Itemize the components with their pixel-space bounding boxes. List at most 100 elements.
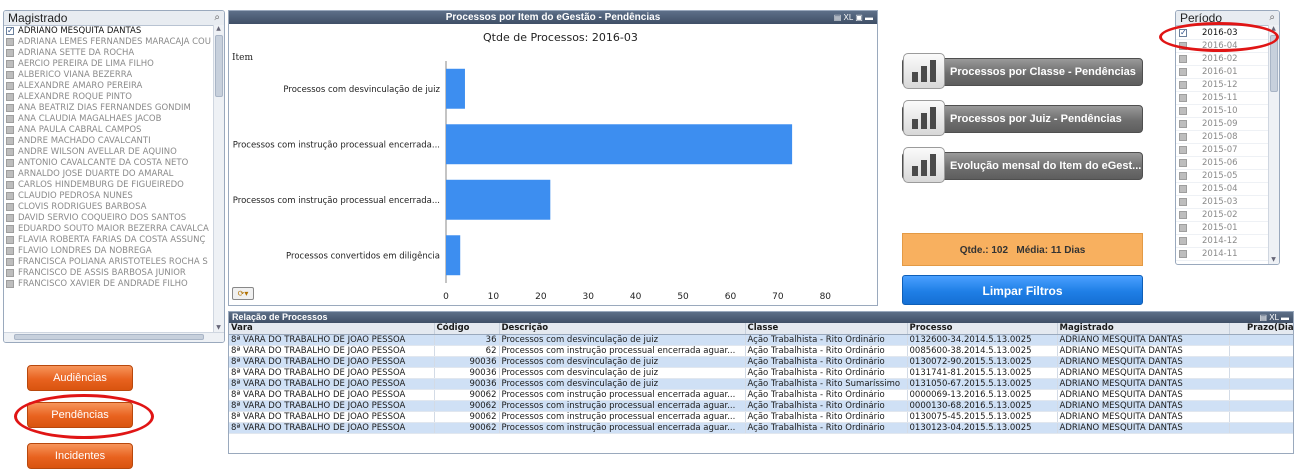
checkbox-icon[interactable]	[1179, 81, 1187, 89]
column-header[interactable]: Descrição	[499, 323, 746, 335]
checkbox-icon[interactable]	[6, 170, 14, 178]
checkbox-icon[interactable]	[1179, 146, 1187, 154]
list-item[interactable]: ANTONIO CAVALCANTE DA COSTA NETO	[4, 158, 214, 169]
list-item[interactable]: ANDRE WILSON AVELLAR DE AQUINO	[4, 147, 214, 158]
checkbox-icon[interactable]	[6, 225, 14, 233]
list-item[interactable]: 2015-06	[1176, 157, 1269, 170]
list-item[interactable]: ANA BEATRIZ DIAS FERNANDES GONDIM	[4, 103, 214, 114]
column-header[interactable]: Vara	[229, 323, 435, 335]
list-item[interactable]: 2015-12	[1176, 79, 1269, 92]
checkbox-icon[interactable]	[1179, 68, 1187, 76]
list-item[interactable]: 2016-02	[1176, 53, 1269, 66]
list-item[interactable]: EDUARDO SOUTO MAIOR BEZERRA CAVALCA	[4, 224, 214, 235]
checkbox-icon[interactable]	[1179, 224, 1187, 232]
chart-menu-icon[interactable]: ⟳▾	[232, 287, 254, 300]
table-row[interactable]: 8ª VARA DO TRABALHO DE JOÃO PESSOA 90036 P…	[229, 356, 1293, 368]
checkbox-icon[interactable]	[6, 126, 14, 134]
list-item[interactable]: FRANCISCO DE ASSIS BARBOSA JUNIOR	[4, 268, 214, 279]
table-row[interactable]: 8ª VARA DO TRABALHO DE JOÃO PESSOA 62 Proc…	[229, 345, 1293, 357]
column-header[interactable]: Magistrado	[1057, 323, 1230, 335]
report-button[interactable]: Evolução mensal do Item do eGest...	[902, 147, 1143, 183]
list-item[interactable]: ALEXANDRE ROQUE PINTO	[4, 92, 214, 103]
checkbox-icon[interactable]	[1179, 211, 1187, 219]
checkbox-icon[interactable]	[6, 104, 14, 112]
scroll-down-icon[interactable]: ▼	[1271, 256, 1276, 263]
scrollbar-thumb[interactable]	[14, 334, 204, 340]
checkbox-icon[interactable]	[6, 60, 14, 68]
checkbox-icon[interactable]	[6, 38, 14, 46]
window-controls[interactable]: ▤ XL ▬	[1259, 313, 1289, 322]
search-icon[interactable]: ⌕	[214, 12, 220, 23]
report-button[interactable]: Processos por Juiz - Pendências	[902, 100, 1143, 136]
checkbox-icon[interactable]	[1179, 55, 1187, 63]
list-item[interactable]: ARNALDO JOSE DUARTE DO AMARAL	[4, 169, 214, 180]
checkbox-icon[interactable]	[1179, 172, 1187, 180]
checkbox-icon[interactable]	[6, 280, 14, 288]
list-item[interactable]: ANA CLAUDIA MAGALHAES JACOB	[4, 114, 214, 125]
list-item[interactable]: 2015-10	[1176, 105, 1269, 118]
checkbox-icon[interactable]	[6, 214, 14, 222]
table-row[interactable]: 8ª VARA DO TRABALHO DE JOÃO PESSOA 90062 P…	[229, 400, 1293, 412]
list-item[interactable]: 2015-02	[1176, 209, 1269, 222]
checkbox-icon[interactable]	[1179, 120, 1187, 128]
checkbox-icon[interactable]	[6, 269, 14, 277]
list-item[interactable]: ALBERICO VIANA BEZERRA	[4, 70, 214, 81]
checkbox-icon[interactable]	[6, 82, 14, 90]
report-button[interactable]: Processos por Classe - Pendências	[902, 53, 1143, 89]
list-item[interactable]: FLAVIO LONDRES DA NOBREGA	[4, 246, 214, 257]
list-item[interactable]: FRANCISCO XAVIER DE ANDRADE FILHO	[4, 279, 214, 290]
checkbox-icon[interactable]	[6, 93, 14, 101]
list-item[interactable]: 2015-05	[1176, 170, 1269, 183]
list-item[interactable]: 2014-11	[1176, 248, 1269, 261]
periodo-vertical-scrollbar[interactable]: ▲ ▼	[1268, 25, 1279, 264]
scrollbar-thumb[interactable]	[215, 35, 223, 97]
list-item[interactable]: DAVID SERVIO COQUEIRO DOS SANTOS	[4, 213, 214, 224]
table-row[interactable]: 8ª VARA DO TRABALHO DE JOÃO PESSOA 90062 P…	[229, 411, 1293, 423]
list-item[interactable]: 2014-12	[1176, 235, 1269, 248]
checkbox-icon[interactable]	[1179, 198, 1187, 206]
list-item[interactable]: 2015-03	[1176, 196, 1269, 209]
clear-filters-button[interactable]: Limpar Filtros	[902, 275, 1143, 305]
checkbox-icon[interactable]	[1179, 185, 1187, 193]
checkbox-icon[interactable]	[6, 236, 14, 244]
magistrado-horizontal-scrollbar[interactable]	[4, 332, 224, 342]
list-item[interactable]: ALEXANDRE AMARO PEREIRA	[4, 81, 214, 92]
list-item[interactable]: 2015-08	[1176, 131, 1269, 144]
column-header[interactable]: Prazo(Dias)	[1229, 323, 1293, 335]
list-item[interactable]: ANDRE MACHADO CAVALCANTI	[4, 136, 214, 147]
export-excel-icon[interactable]: XL	[843, 13, 853, 22]
list-item[interactable]: ADRIANA SETTE DA ROCHA	[4, 48, 214, 59]
list-item[interactable]: CARLOS HINDEMBURG DE FIGUEIREDO	[4, 180, 214, 191]
list-item[interactable]: 2015-07	[1176, 144, 1269, 157]
list-item[interactable]: FRANCISCA POLIANA ARISTÓTELES ROCHA S	[4, 257, 214, 268]
list-item[interactable]: 2015-11	[1176, 92, 1269, 105]
checkbox-icon[interactable]	[6, 115, 14, 123]
scroll-down-icon[interactable]: ▼	[216, 324, 221, 331]
list-item[interactable]: AERCIO PEREIRA DE LIMA FILHO	[4, 59, 214, 70]
table-row[interactable]: 8ª VARA DO TRABALHO DE JOÃO PESSOA 90036 P…	[229, 367, 1293, 379]
checkbox-icon[interactable]	[1179, 237, 1187, 245]
column-header[interactable]: Classe	[745, 323, 908, 335]
checkbox-icon[interactable]	[6, 258, 14, 266]
column-header[interactable]: Processo	[907, 323, 1058, 335]
checkbox-icon[interactable]	[1179, 94, 1187, 102]
list-item[interactable]: ANA PAULA CABRAL CAMPOS	[4, 125, 214, 136]
checkbox-icon[interactable]	[6, 159, 14, 167]
nav-button[interactable]: Incidentes	[27, 443, 133, 469]
list-item[interactable]: ADRIANO MESQUITA DANTAS	[4, 26, 214, 37]
checkbox-icon[interactable]	[1179, 133, 1187, 141]
table-row[interactable]: 8ª VARA DO TRABALHO DE JOÃO PESSOA 36 Proc…	[229, 334, 1293, 346]
nav-button[interactable]: Audiências	[27, 365, 133, 391]
checkbox-icon[interactable]	[6, 247, 14, 255]
checkbox-icon[interactable]	[6, 192, 14, 200]
list-item[interactable]: ADRIANA LEMES FERNANDES MARACAJÁ COU	[4, 37, 214, 48]
checkbox-icon[interactable]	[6, 71, 14, 79]
table-row[interactable]: 8ª VARA DO TRABALHO DE JOÃO PESSOA 90036 P…	[229, 378, 1293, 390]
checkbox-icon[interactable]	[6, 181, 14, 189]
search-icon[interactable]: ⌕	[1269, 12, 1275, 23]
checkbox-icon[interactable]	[6, 148, 14, 156]
list-item[interactable]: FLAVIA ROBERTA FARIAS DA COSTA ASSUNÇ	[4, 235, 214, 246]
window-controls[interactable]: ▤ XL ▣ ▬	[833, 13, 873, 22]
checkbox-icon[interactable]	[6, 203, 14, 211]
export-excel-icon[interactable]: XL	[1269, 313, 1279, 322]
